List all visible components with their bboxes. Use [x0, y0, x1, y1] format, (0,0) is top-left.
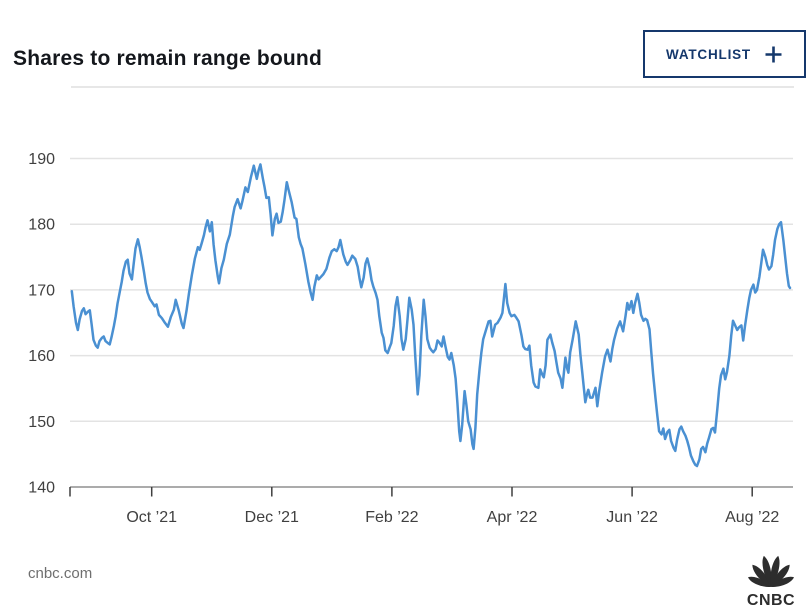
y-tick-label: 160 [28, 348, 55, 365]
x-tick-label: Aug ’22 [725, 509, 779, 526]
y-tick-label: 170 [28, 282, 55, 299]
y-tick-label: 140 [28, 480, 55, 497]
y-tick-label: 180 [28, 217, 55, 234]
cnbc-wordmark: CNBC [747, 592, 795, 609]
price-line-series [70, 163, 792, 468]
watchlist-button-label: WATCHLIST [666, 46, 751, 62]
header-divider [71, 86, 794, 88]
x-tick-label: Apr ’22 [487, 509, 538, 526]
x-tick-label: Oct ’21 [126, 509, 177, 526]
x-tick-label: Dec ’21 [245, 509, 299, 526]
x-tick-label: Feb ’22 [365, 509, 418, 526]
x-tick-label: Jun ’22 [606, 509, 658, 526]
peacock-icon [747, 555, 795, 588]
y-tick-label: 190 [28, 151, 55, 168]
y-tick-label: 150 [28, 414, 55, 431]
watchlist-button[interactable]: WATCHLIST [643, 30, 806, 78]
source-attribution: cnbc.com [28, 565, 93, 582]
page-title: Shares to remain range bound [13, 47, 322, 71]
cnbc-logo: CNBC [740, 545, 802, 609]
plus-icon [764, 45, 783, 64]
